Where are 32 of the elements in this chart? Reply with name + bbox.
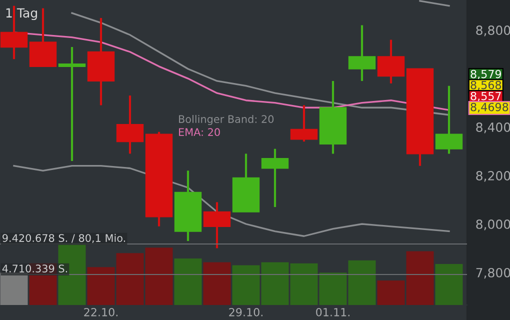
bar <box>435 264 463 305</box>
bar <box>203 262 231 305</box>
x-tick-label: 29.10. <box>229 308 262 316</box>
bar <box>261 262 289 305</box>
y-tick-label: 8,400 <box>476 122 510 134</box>
x-tick-label: 22.10. <box>84 308 118 316</box>
bar <box>377 280 405 305</box>
text: 8,579 <box>470 70 502 80</box>
bar <box>87 267 115 305</box>
text: 1 Tag <box>6 8 37 20</box>
bar <box>174 258 202 305</box>
text: EMA: 20 <box>179 128 220 136</box>
text: 8,557 <box>470 92 501 102</box>
bar <box>290 263 318 305</box>
candlestick <box>58 46 86 162</box>
bar <box>116 253 144 305</box>
y-tick-label: 8,200 <box>476 170 510 182</box>
y-tick-label: 7,800 <box>476 268 510 279</box>
text: 8,568 <box>470 80 502 90</box>
ref-line-label: 9.420.678 S. / 80,1 Mio. <box>2 234 126 244</box>
bar <box>348 260 376 305</box>
bar <box>145 248 173 305</box>
y-tick-label: 8,000 <box>476 219 510 230</box>
line-series <box>71 12 450 116</box>
text: 8,4698 <box>470 102 508 112</box>
y-tick-label: 8,800 <box>476 26 510 36</box>
text: Bollinger Band: 20 <box>179 114 274 126</box>
bar <box>406 251 434 305</box>
x-tick-label: 01.11. <box>316 308 350 316</box>
ref-line-label: 4.710.339 S. <box>2 264 67 272</box>
bar <box>319 272 347 305</box>
bar <box>232 265 260 305</box>
